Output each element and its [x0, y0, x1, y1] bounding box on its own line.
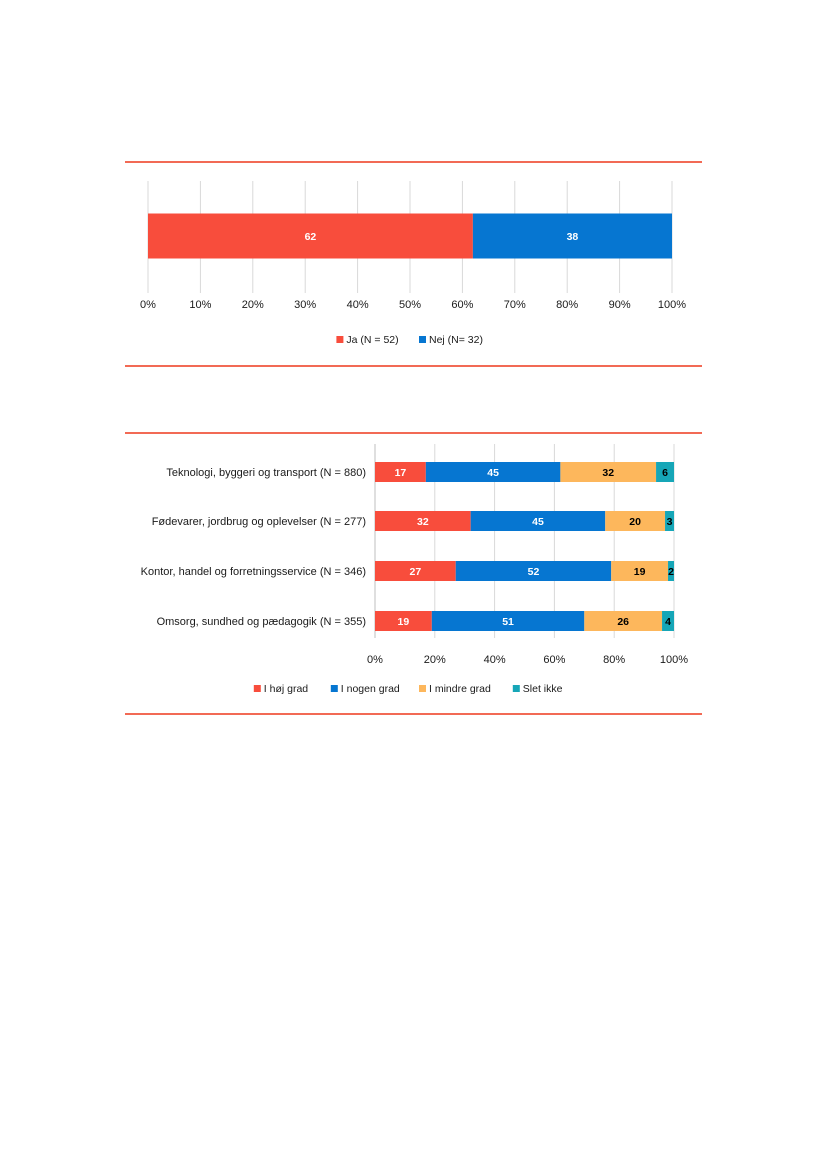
chart2-x-tick-label: 60%: [543, 654, 565, 666]
chart1-legend-swatch: [419, 336, 426, 343]
chart2-data-label: 6: [662, 467, 668, 479]
chart2-bar-segment: [425, 462, 561, 482]
chart2-data-label: 26: [617, 616, 629, 628]
chart1-legend-label: Nej (N= 32): [429, 334, 483, 346]
chart2-legend-label: I mindre grad: [429, 683, 491, 695]
chart2-x-tick-label: 80%: [603, 654, 625, 666]
chart1-x-tick-label: 70%: [504, 299, 526, 311]
chart2-bar-segment: [668, 561, 674, 581]
chart2-legend-swatch: [253, 685, 261, 692]
chart2-legend-swatch: [419, 685, 426, 692]
chart1-legend-label: Ja (N = 52): [346, 334, 398, 346]
chart1-x-tick-label: 0%: [140, 299, 156, 311]
chart2-legend-label: I høj grad: [264, 683, 309, 695]
yes-no-stacked-bar-chart: 0% 10% 20% 30% 40% 50% 60% 70% 80% 90% 100% 62 38 Ja …: [140, 181, 686, 346]
chart2-x-tick-label: 20%: [424, 654, 446, 666]
chart2-bar-segment: [665, 511, 674, 531]
chart2-data-label: 32: [417, 516, 429, 528]
chart2-category-label: Teknologi, byggeri og transport (N = 880…: [166, 467, 366, 479]
chart2-bar-segment: [656, 462, 674, 482]
chart1-x-tick-label: 80%: [556, 299, 578, 311]
chart2-data-label: 52: [528, 566, 540, 578]
chart1-x-tick-label: 20%: [242, 299, 264, 311]
chart2-bar-segment: [560, 462, 657, 482]
chart1-bar-segment: [472, 213, 672, 259]
chart1-x-tick-label: 50%: [399, 299, 421, 311]
chart1-x-tick-label: 100%: [658, 299, 686, 311]
chart2-bar-segment: [470, 511, 606, 531]
chart2-legend-swatch: [330, 685, 338, 692]
chart2-x-tick-label: 0%: [367, 654, 383, 666]
chart1-data-label: 62: [305, 231, 317, 243]
chart2-legend-label: I nogen grad: [341, 683, 400, 695]
chart2-bar-segment: [375, 611, 432, 631]
chart2-bar-segment: [584, 611, 663, 631]
chart2-legend-swatch: [512, 685, 520, 692]
chart1-x-tick-label: 60%: [451, 299, 473, 311]
chart2-bar-segment: [662, 611, 674, 631]
chart2-bar-segment: [431, 611, 585, 631]
chart2-legend-label: Slet ikke: [523, 683, 563, 695]
chart1-data-label: 38: [567, 231, 579, 243]
chart2-x-tick-label: 40%: [484, 654, 506, 666]
chart1-bottom-rule: [125, 365, 702, 367]
chart2-bar-segment: [375, 511, 471, 531]
chart1-legend-swatch: [336, 336, 344, 343]
chart2-data-label: 27: [410, 566, 422, 578]
chart2-data-label: 32: [602, 467, 614, 479]
chart2-category-label: Omsorg, sundhed og pædagogik (N = 355): [157, 616, 366, 628]
chart2-data-label: 45: [487, 467, 499, 479]
chart1-x-tick-label: 90%: [609, 299, 631, 311]
chart2-data-label: 20: [629, 516, 641, 528]
chart2-bar-segment: [375, 462, 426, 482]
chart2-data-label: 3: [667, 516, 673, 528]
chart2-data-label: 19: [398, 616, 410, 628]
chart2-bar-segment: [455, 561, 612, 581]
chart1-x-tick-label: 30%: [294, 299, 316, 311]
chart2-data-label: 2: [668, 566, 674, 578]
chart2-data-label: 51: [502, 616, 514, 628]
chart2-bar-segment: [605, 511, 666, 531]
chart2-data-label: 45: [532, 516, 544, 528]
chart1-x-tick-label: 10%: [189, 299, 211, 311]
chart1-bar-segment: [148, 213, 473, 259]
chart2-data-label: 17: [395, 467, 407, 479]
chart1-top-rule: [125, 161, 702, 163]
chart2-category-label: Kontor, handel og forretningsservice (N …: [141, 566, 366, 578]
chart2-data-label: 4: [665, 616, 671, 628]
chart2-top-rule: [125, 432, 702, 434]
chart2-data-label: 19: [634, 566, 646, 578]
chart2-bar-segment: [375, 561, 456, 581]
chart2-x-tick-label: 100%: [660, 654, 688, 666]
chart1-x-tick-label: 40%: [347, 299, 369, 311]
chart2-bottom-rule: [125, 713, 702, 715]
chart2-category-label: Fødevarer, jordbrug og oplevelser (N = 2…: [152, 516, 366, 528]
chart2-bar-segment: [611, 561, 669, 581]
